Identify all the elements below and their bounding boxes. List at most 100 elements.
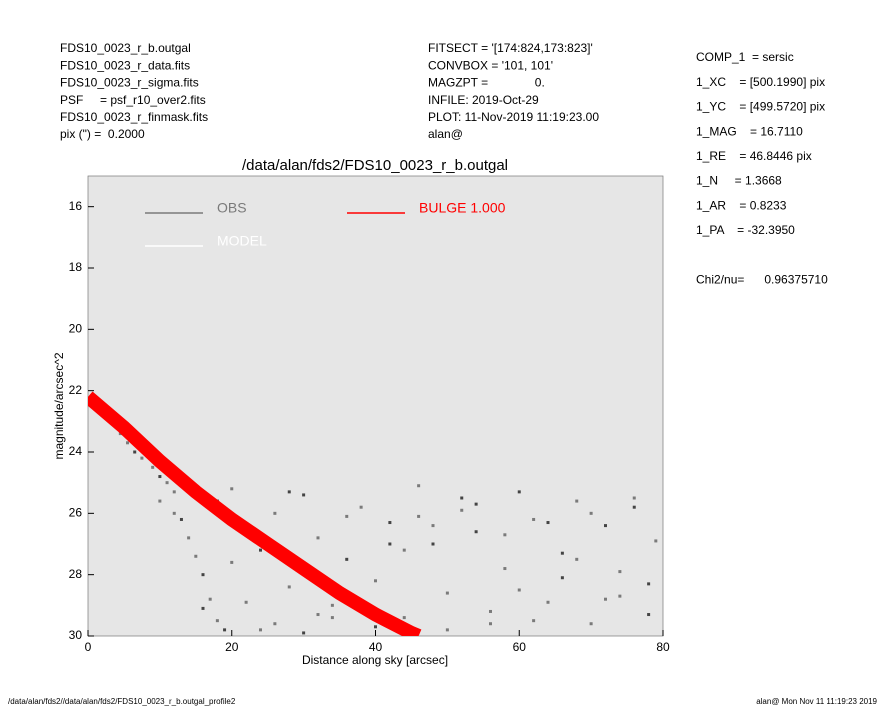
obs-point xyxy=(374,579,377,583)
obs-point xyxy=(632,496,636,500)
obs-point xyxy=(618,570,622,574)
x-axis-label: Distance along sky [arcsec] xyxy=(302,653,448,667)
obs-point xyxy=(172,511,176,515)
header-line: FDS10_0023_r_finmask.fits xyxy=(60,110,208,124)
header-line: COMP_1 = sersic xyxy=(696,50,794,64)
y-tick-label: 24 xyxy=(69,444,83,458)
obs-point xyxy=(431,524,435,528)
header-line: 1_MAG = 16.7110 xyxy=(696,124,803,138)
obs-point xyxy=(604,524,607,528)
obs-point xyxy=(417,514,421,518)
obs-point xyxy=(546,600,550,604)
header-line: 1_YC = [499.5720] pix xyxy=(696,100,825,114)
obs-point xyxy=(546,521,550,525)
y-axis-label: magnitude/arcsec^2 xyxy=(52,352,66,459)
obs-point xyxy=(259,628,262,632)
x-tick-label: 0 xyxy=(85,640,92,654)
header-line: 1_RE = 46.8446 pix xyxy=(696,149,812,163)
footer-left: /data/alan/fds2//data/alan/fds2/FDS10_00… xyxy=(8,697,236,706)
obs-point xyxy=(647,613,651,617)
y-tick-label: 16 xyxy=(69,199,83,213)
obs-point xyxy=(575,499,579,503)
obs-point xyxy=(517,588,521,592)
obs-point xyxy=(158,499,162,503)
obs-point xyxy=(460,508,464,512)
obs-point xyxy=(345,514,349,518)
chart-title: /data/alan/fds2/FDS10_0023_r_b.outgal xyxy=(242,157,508,174)
obs-point xyxy=(201,606,205,610)
x-tick-label: 60 xyxy=(513,640,527,654)
obs-point xyxy=(445,591,449,595)
obs-point xyxy=(560,551,564,555)
y-tick-label: 30 xyxy=(69,628,83,642)
footer-right: alan@ Mon Nov 11 11:19:23 2019 xyxy=(756,697,877,706)
obs-point xyxy=(151,465,155,469)
obs-point xyxy=(632,505,636,509)
y-tick-label: 22 xyxy=(69,383,83,397)
obs-point xyxy=(359,505,363,509)
obs-point xyxy=(474,530,478,534)
header-line: alan@ xyxy=(428,127,463,141)
obs-point xyxy=(133,450,137,454)
obs-point xyxy=(503,567,507,571)
obs-point xyxy=(560,576,564,580)
obs-point xyxy=(287,490,291,494)
header-line: INFILE: 2019-Oct-29 xyxy=(428,93,539,107)
obs-point xyxy=(417,484,421,488)
header-line: Chi2/nu= 0.96375710 xyxy=(696,272,828,286)
x-tick-label: 40 xyxy=(369,640,383,654)
header-line: CONVBOX = '101, 101' xyxy=(428,58,553,72)
obs-point xyxy=(126,441,130,445)
obs-point xyxy=(273,511,277,515)
obs-point xyxy=(179,517,183,521)
header-line: 1_N = 1.3668 xyxy=(696,174,782,188)
obs-point xyxy=(287,585,291,589)
obs-point xyxy=(517,490,521,494)
obs-point xyxy=(172,490,176,494)
legend-label: BULGE 1.000 xyxy=(419,200,506,216)
header-line: FDS10_0023_r_b.outgal xyxy=(60,41,191,55)
x-tick-label: 80 xyxy=(656,640,670,654)
obs-point xyxy=(445,628,449,632)
obs-point xyxy=(604,597,607,601)
model-line xyxy=(88,391,422,636)
obs-point xyxy=(330,616,334,620)
obs-point xyxy=(230,487,234,491)
obs-point xyxy=(575,557,579,561)
obs-point xyxy=(589,622,593,626)
obs-point xyxy=(259,548,262,552)
header-line: MAGZPT = 0. xyxy=(428,76,545,90)
obs-point xyxy=(201,573,205,577)
obs-point xyxy=(165,481,169,485)
obs-point xyxy=(374,625,377,629)
obs-point xyxy=(532,619,536,623)
obs-point xyxy=(388,521,392,525)
header-line: PSF = psf_r10_over2.fits xyxy=(60,93,206,107)
header-line: FITSECT = '[174:824,173:823]' xyxy=(428,41,593,55)
obs-point xyxy=(194,554,198,558)
y-tick-label: 28 xyxy=(69,567,83,581)
header-line: 1_PA = -32.3950 xyxy=(696,223,795,237)
obs-point xyxy=(618,594,622,598)
obs-point xyxy=(532,517,536,521)
y-tick-label: 18 xyxy=(69,260,83,274)
obs-point xyxy=(223,628,227,632)
obs-point xyxy=(388,542,392,546)
y-tick-label: 26 xyxy=(69,506,83,520)
obs-point xyxy=(230,560,234,564)
legend-label: MODEL xyxy=(217,233,267,249)
x-tick-label: 20 xyxy=(225,640,239,654)
obs-point xyxy=(460,496,464,500)
obs-point xyxy=(474,502,478,506)
obs-point xyxy=(208,597,212,601)
obs-point xyxy=(302,631,306,635)
obs-point xyxy=(647,582,651,586)
header-line: 1_AR = 0.8233 xyxy=(696,198,787,212)
obs-point xyxy=(316,536,320,540)
header-line: FDS10_0023_r_sigma.fits xyxy=(60,76,199,90)
obs-point xyxy=(489,609,492,613)
header-line: pix (") = 0.2000 xyxy=(60,127,145,141)
header-line: 1_XC = [500.1990] pix xyxy=(696,75,825,89)
obs-point xyxy=(503,533,507,537)
